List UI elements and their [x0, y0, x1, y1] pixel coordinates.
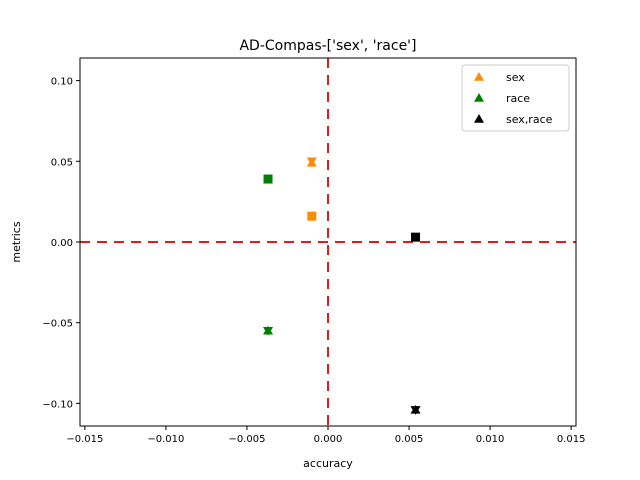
legend-label-2: sex,race: [506, 113, 553, 126]
y-tick-label-0: −0.10: [42, 399, 73, 410]
legend-label-1: race: [506, 92, 530, 105]
legend-label-0: sex: [506, 71, 525, 84]
y-axis-label: metrics: [10, 221, 23, 262]
x-tick-label-6: 0.015: [557, 434, 586, 445]
legend-box: [461, 64, 570, 132]
data-point-sex-0: [307, 211, 317, 221]
x-tick-label-0: −0.015: [66, 434, 103, 445]
y-tick-label-2: 0.00: [51, 238, 73, 249]
data-point-sex-race-0: [411, 232, 421, 242]
legend-marker-0: [474, 72, 484, 81]
y-tick-label-3: 0.05: [51, 157, 73, 168]
data-point-race-0: [263, 174, 273, 184]
x-tick-label-1: −0.010: [147, 434, 184, 445]
data-point-race-2: [263, 325, 274, 335]
x-axis-label: accuracy: [303, 457, 353, 470]
x-tick-label-4: 0.005: [395, 434, 424, 445]
chart-title: AD-Compas-['sex', 'race']: [239, 38, 416, 54]
x-tick-label-2: −0.005: [228, 434, 265, 445]
legend-marker-2: [474, 114, 484, 123]
legend-marker-1: [474, 93, 484, 102]
x-tick-label-5: 0.010: [476, 434, 505, 445]
data-point-sex-2: [306, 157, 317, 167]
x-tick-label-3: 0.000: [314, 434, 343, 445]
data-point-sex-race-2: [410, 404, 421, 414]
y-tick-label-4: 0.10: [51, 77, 73, 88]
y-tick-label-1: −0.05: [42, 319, 73, 330]
plot-area: −0.015 −0.010 −0.005 0.000 0.005 0.010 0.015 −0…: [42, 57, 586, 445]
